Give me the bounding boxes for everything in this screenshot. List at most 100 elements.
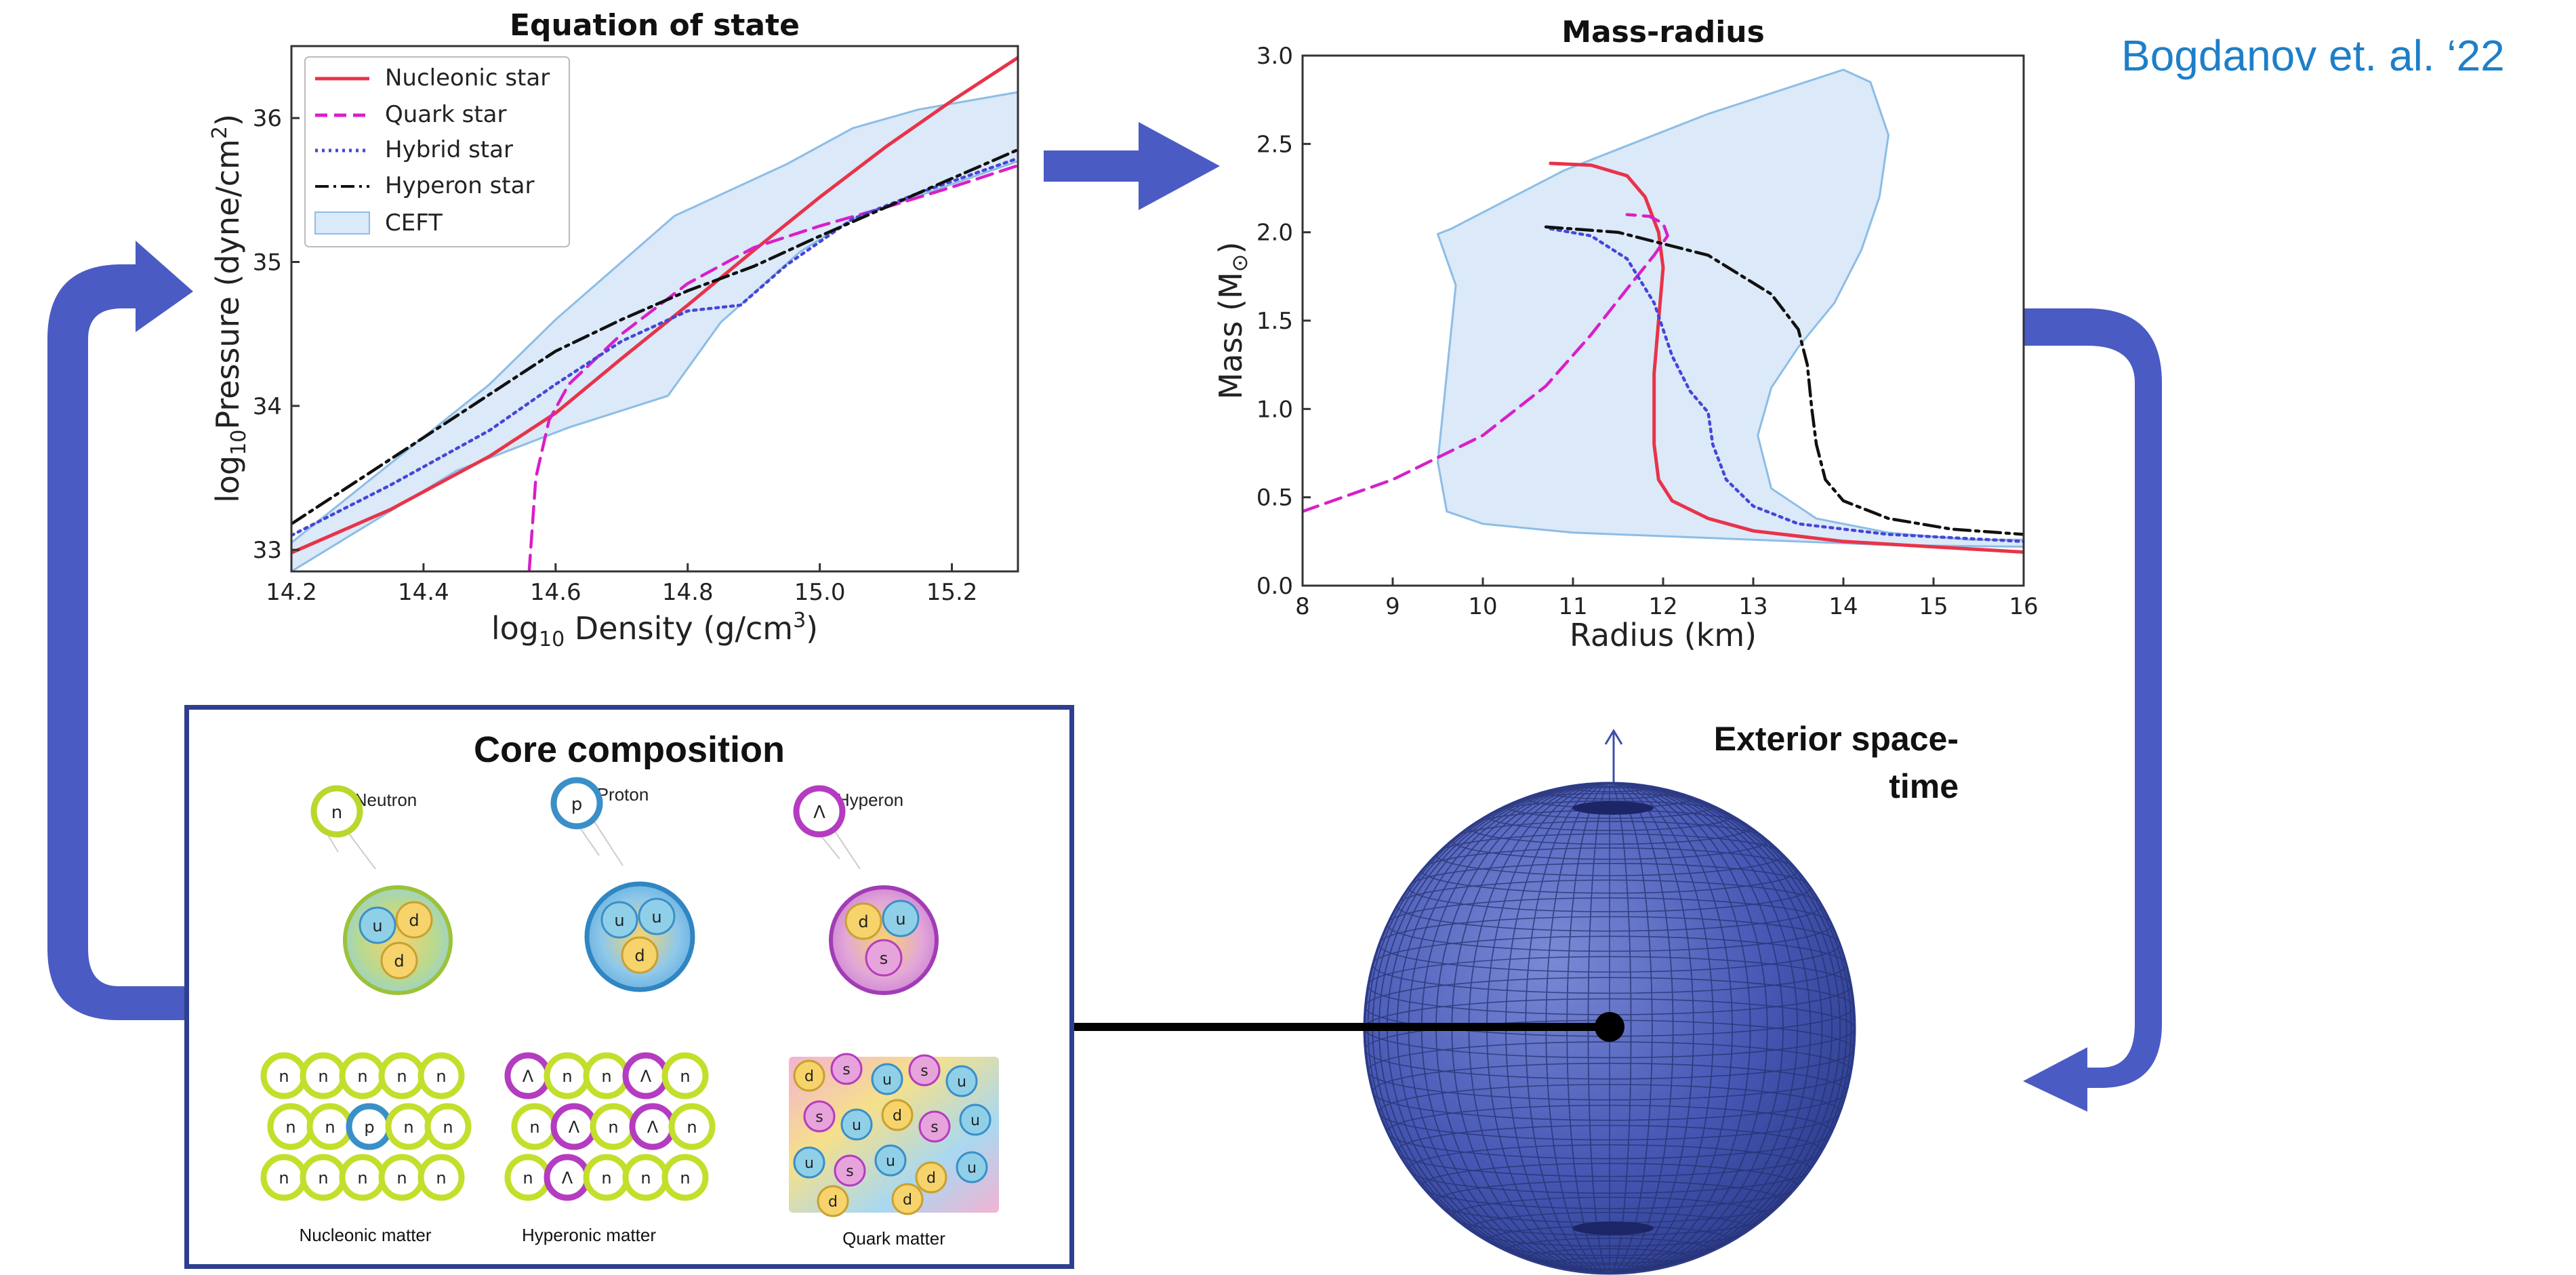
arrow-mr-to-exterior (2023, 308, 2162, 1112)
mr-y-tick-label: 0.0 (1256, 573, 1293, 600)
svg-text:s: s (846, 1163, 853, 1180)
mr-y-tick-label: 1.5 (1256, 308, 1293, 335)
mr-y-tick-label: 0.5 (1256, 485, 1293, 512)
core-composition-title: Core composition (473, 729, 785, 770)
eos-x-tick-label: 15.0 (794, 579, 846, 606)
neutron-diagram: n u d d (310, 785, 453, 995)
svg-text:u: u (614, 911, 624, 930)
core-illustrations: n u d d p u u d Λ d u s n n n n n n n p n n n n n n n (260, 777, 999, 1217)
eos-series-quark-star (527, 163, 1018, 571)
mr-y-tick-label: 1.0 (1256, 396, 1293, 423)
legend-label-hyperon: Hyperon star (385, 172, 534, 199)
eos-x-tick-label: 15.2 (926, 579, 978, 606)
svg-text:n: n (601, 1067, 611, 1086)
eos-y-axis-label: log10Pressure (dyne/cm2) (208, 114, 251, 503)
svg-text:d: d (804, 1068, 814, 1085)
mr-x-tick-label: 8 (1295, 593, 1310, 620)
legend-label-nucleonic: Nucleonic star (385, 64, 550, 92)
svg-text:u: u (651, 908, 661, 927)
eos-x-tick-label: 14.8 (662, 579, 714, 606)
svg-text:n: n (680, 1169, 690, 1188)
mr-x-tick-label: 14 (1828, 593, 1858, 620)
svg-text:n: n (318, 1067, 328, 1086)
svg-text:Λ: Λ (647, 1118, 659, 1137)
nucleonic-matter-label: Nucleonic matter (299, 1225, 432, 1245)
svg-text:u: u (967, 1160, 977, 1177)
eos-x-tick-label: 14.4 (398, 579, 449, 606)
core-composition-panel: Core composition Neutron Proton Hyperon … (184, 705, 1074, 1269)
mr-x-tick-label: 13 (1738, 593, 1767, 620)
svg-text:s: s (842, 1061, 850, 1078)
svg-text:u: u (804, 1155, 814, 1172)
svg-text:s: s (931, 1119, 938, 1136)
svg-text:Λ: Λ (640, 1067, 652, 1086)
svg-text:n: n (318, 1169, 328, 1188)
svg-text:n: n (331, 803, 342, 823)
mr-series-quark-star (1303, 213, 1669, 513)
svg-text:p: p (571, 794, 583, 815)
svg-text:d: d (828, 1194, 838, 1211)
svg-text:u: u (372, 916, 382, 935)
eos-chart-title: Equation of state (510, 8, 800, 43)
arrow-eos-to-mr (1044, 122, 1220, 210)
svg-text:u: u (895, 910, 905, 929)
mr-x-tick-label: 9 (1385, 593, 1400, 620)
citation: Bogdanov et. al. ‘22 (2121, 31, 2505, 80)
svg-text:n: n (279, 1169, 289, 1188)
eos-series-hybrid-star (291, 157, 1018, 538)
svg-text:d: d (409, 911, 419, 930)
svg-text:n: n (436, 1169, 446, 1188)
svg-text:s: s (815, 1109, 823, 1126)
mr-x-tick-label: 12 (1648, 593, 1677, 620)
eos-x-axis-label: log10 Density (g/cm3) (491, 609, 818, 651)
svg-text:n: n (443, 1118, 453, 1137)
nucleonic-matter-diagram: n n n n n n n p n n n n n n n (260, 1052, 472, 1201)
eos-series-nucleonic-star (291, 56, 1018, 554)
svg-text:u: u (957, 1074, 966, 1091)
eos-y-tick-label: 36 (253, 105, 282, 132)
svg-text:p: p (364, 1118, 374, 1137)
eos-y-tick-label: 34 (253, 393, 282, 420)
mr-y-tick-label: 3.0 (1256, 43, 1293, 70)
eos-chart: Equation of state 14.2 14.4 14.6 14.8 15.0 15… (208, 8, 1019, 651)
svg-text:Λ: Λ (562, 1169, 573, 1188)
north-pole-hotspot (1572, 801, 1654, 815)
svg-text:n: n (601, 1169, 611, 1188)
mr-x-axis-label: Radius (km) (1570, 617, 1757, 653)
svg-text:u: u (886, 1153, 895, 1170)
svg-text:n: n (285, 1118, 295, 1137)
svg-text:n: n (687, 1118, 697, 1137)
legend-frame (304, 56, 570, 247)
eos-x-tick-label: 14.6 (530, 579, 581, 606)
svg-text:Λ: Λ (523, 1067, 534, 1086)
arrow-core-to-eos (47, 241, 193, 1020)
svg-text:s: s (880, 949, 888, 968)
eos-x-tick-label: 14.2 (266, 579, 317, 606)
proton-label: Proton (596, 784, 649, 805)
flow-arrows (47, 122, 2162, 1112)
mr-x-tick-label: 10 (1468, 593, 1497, 620)
svg-text:d: d (394, 952, 404, 971)
svg-text:s: s (920, 1063, 928, 1080)
mr-x-tick-label: 11 (1558, 593, 1587, 620)
svg-text:u: u (970, 1112, 980, 1129)
svg-text:d: d (926, 1170, 936, 1187)
mr-y-axis-label: Mass (M⊙) (1212, 242, 1252, 400)
svg-text:d: d (893, 1108, 902, 1125)
exterior-spacetime-label: Exterior space-time (1713, 720, 1959, 805)
proton-diagram: p u u d (550, 777, 695, 992)
mr-y-tick-label: 2.0 (1256, 220, 1293, 247)
mr-series-nucleonic-star (1549, 161, 2024, 554)
svg-text:u: u (852, 1117, 861, 1134)
mr-x-tick-label: 15 (1919, 593, 1948, 620)
svg-text:d: d (903, 1192, 912, 1209)
svg-text:d: d (858, 912, 868, 931)
svg-text:n: n (562, 1067, 572, 1086)
hyperon-label: Hyperon (836, 790, 904, 810)
hyperonic-matter-label: Hyperonic matter (522, 1225, 656, 1245)
svg-text:n: n (608, 1118, 618, 1137)
neutron-star-sphere (1363, 729, 1856, 1275)
neutron-label: Neutron (354, 790, 417, 810)
svg-text:n: n (325, 1118, 335, 1137)
